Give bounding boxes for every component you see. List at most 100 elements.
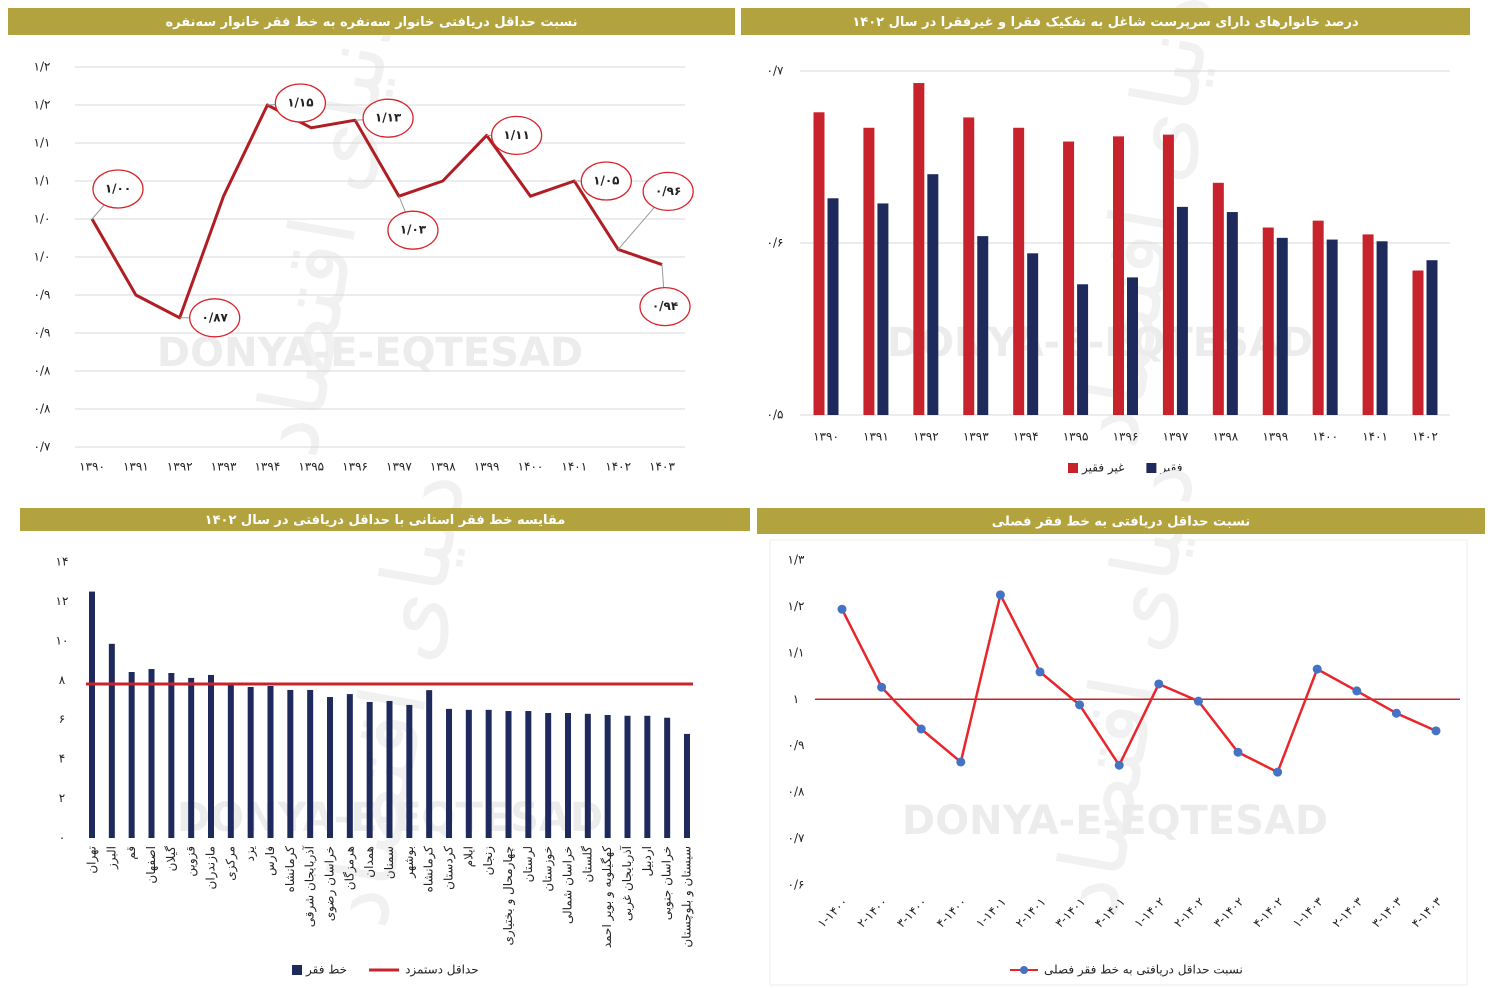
- point: [1075, 700, 1085, 710]
- x-tick-label: ۱۳۹۳: [963, 430, 989, 444]
- y-tick-label: ۸: [59, 673, 66, 687]
- x-tick-label: ایلام: [461, 846, 475, 867]
- bar: [1162, 134, 1174, 415]
- bar: [168, 672, 175, 838]
- y-tick-label: ۴: [59, 752, 65, 766]
- bar: [1127, 277, 1138, 415]
- legend-label: غیر فقیر: [1081, 461, 1124, 476]
- bar: [877, 203, 889, 415]
- bar: [267, 686, 274, 838]
- bar: [1412, 270, 1424, 415]
- x-tick-label: ۱۳۹۱: [863, 430, 889, 444]
- x-tick-label: خراسان شمالی: [561, 846, 576, 924]
- x-tick-label: ۱۳۹۹: [474, 460, 500, 474]
- x-tick-label: ۱۴۰۱: [1362, 430, 1388, 444]
- y-tick-label: ۱/۲: [788, 599, 805, 613]
- y-tick-label: ۰/۷: [34, 440, 51, 454]
- x-tick-label: ۱۳۹۲: [913, 430, 939, 444]
- y-tick-label: ۱/۳: [788, 553, 805, 567]
- legend-swatch: [1068, 463, 1078, 473]
- y-tick-label: ۱/۰: [34, 212, 51, 226]
- x-tick-label: اصفهان: [144, 846, 158, 884]
- data-label: ۰/۹۴: [652, 299, 678, 313]
- chart-title: نسبت حداقل دریافتی به خط فقر فصلی: [992, 515, 1250, 530]
- x-tick-label: قم: [124, 846, 138, 860]
- y-tick-label: ۱/۱: [34, 174, 51, 188]
- x-tick-label: گیلان: [164, 846, 178, 872]
- x-tick-label: ۱-۱۴۰۱: [973, 895, 1009, 931]
- bar: [247, 686, 254, 838]
- bar: [813, 112, 825, 415]
- x-tick-label: ۱۳۹۰: [813, 430, 839, 444]
- x-tick-label: ۳-۱۴۰۳: [1369, 894, 1405, 930]
- data-label: ۱/۰۰: [105, 182, 131, 196]
- y-tick-label: ۱/۲: [34, 60, 51, 74]
- chart-title: درصد خانوارهای دارای سرپرست شاغل به تفکی…: [852, 15, 1359, 30]
- line: [90, 103, 663, 320]
- legend-swatch: [1146, 463, 1157, 473]
- title-bar: [8, 8, 735, 35]
- bar: [1226, 212, 1238, 415]
- x-tick-label: ۲-۱۴۰۰: [854, 895, 890, 931]
- title-bar: [741, 8, 1470, 35]
- bar: [827, 198, 839, 415]
- x-tick-label: ۱-۱۴۰۰: [815, 895, 851, 931]
- legend-label: نسبت حداقل دریافتی به خط فقر فصلی: [1044, 963, 1243, 978]
- x-tick-label: ۱۳۹۶: [342, 460, 368, 474]
- x-tick-label: ۱۴۰۲: [605, 460, 631, 474]
- bar: [1077, 284, 1089, 415]
- bar: [1312, 220, 1324, 415]
- y-tick-label: ۰/۶: [788, 878, 805, 892]
- point: [956, 757, 966, 767]
- x-tick-label: آذربایجان شرقی: [302, 845, 318, 927]
- bar: [684, 733, 690, 838]
- bar: [525, 711, 532, 838]
- label-circle: [642, 171, 694, 212]
- x-tick-label: ۴-۱۴۰۰: [934, 895, 970, 931]
- y-tick-label: ۲: [59, 791, 65, 805]
- x-tick-label: ۲-۱۴۰۱: [1013, 895, 1049, 931]
- bar: [604, 714, 611, 838]
- x-tick-label: تهران: [85, 846, 100, 874]
- x-tick-label: البرز: [104, 846, 119, 870]
- bar: [446, 708, 452, 838]
- x-tick-label: کرمانشاه: [283, 846, 298, 893]
- bar: [1362, 234, 1374, 415]
- data-label: ۱/۱۳: [375, 111, 402, 125]
- x-tick-label: هرمزگان: [342, 846, 357, 890]
- bar: [327, 697, 333, 838]
- bar: [465, 709, 472, 838]
- x-tick-label: ۱۳۹۱: [123, 460, 149, 474]
- x-tick-label: ۱۳۹۲: [167, 460, 193, 474]
- bar: [624, 715, 631, 838]
- x-tick-label: کرمانشاه: [422, 846, 437, 893]
- bar: [307, 689, 314, 838]
- bar: [128, 672, 135, 838]
- x-tick-label: ۱۴۰۲: [1412, 430, 1438, 444]
- bar: [89, 591, 95, 838]
- x-tick-label: آذربایجان غربی: [619, 845, 635, 921]
- legend-label: خط فقر: [305, 963, 347, 978]
- bar: [1013, 127, 1025, 415]
- point: [1154, 679, 1164, 689]
- y-tick-label: ۰/۷: [788, 831, 805, 845]
- bar: [505, 711, 512, 838]
- y-tick-label: ۱: [793, 692, 799, 706]
- title-bar: [20, 508, 750, 531]
- label-circle: [580, 161, 632, 201]
- bar: [1063, 141, 1075, 415]
- bar: [1212, 182, 1224, 415]
- x-tick-label: سمنان: [382, 846, 396, 879]
- x-tick-label: کهگیلویه و بویر احمد: [600, 846, 615, 948]
- legend-label: فقیر: [1159, 461, 1182, 476]
- y-tick-label: ۶: [59, 712, 65, 726]
- x-tick-label: ۱۳۹۴: [254, 460, 280, 474]
- y-tick-label: ۱۰: [56, 633, 69, 647]
- y-tick-label: ۰/۸: [788, 785, 805, 799]
- bar: [913, 83, 925, 415]
- y-tick-label: ۱/۲: [34, 98, 51, 112]
- x-tick-label: ۱۴۰۱: [561, 460, 587, 474]
- bar: [1113, 136, 1124, 416]
- y-tick-label: ۰/۹: [788, 738, 805, 752]
- bar: [644, 715, 651, 838]
